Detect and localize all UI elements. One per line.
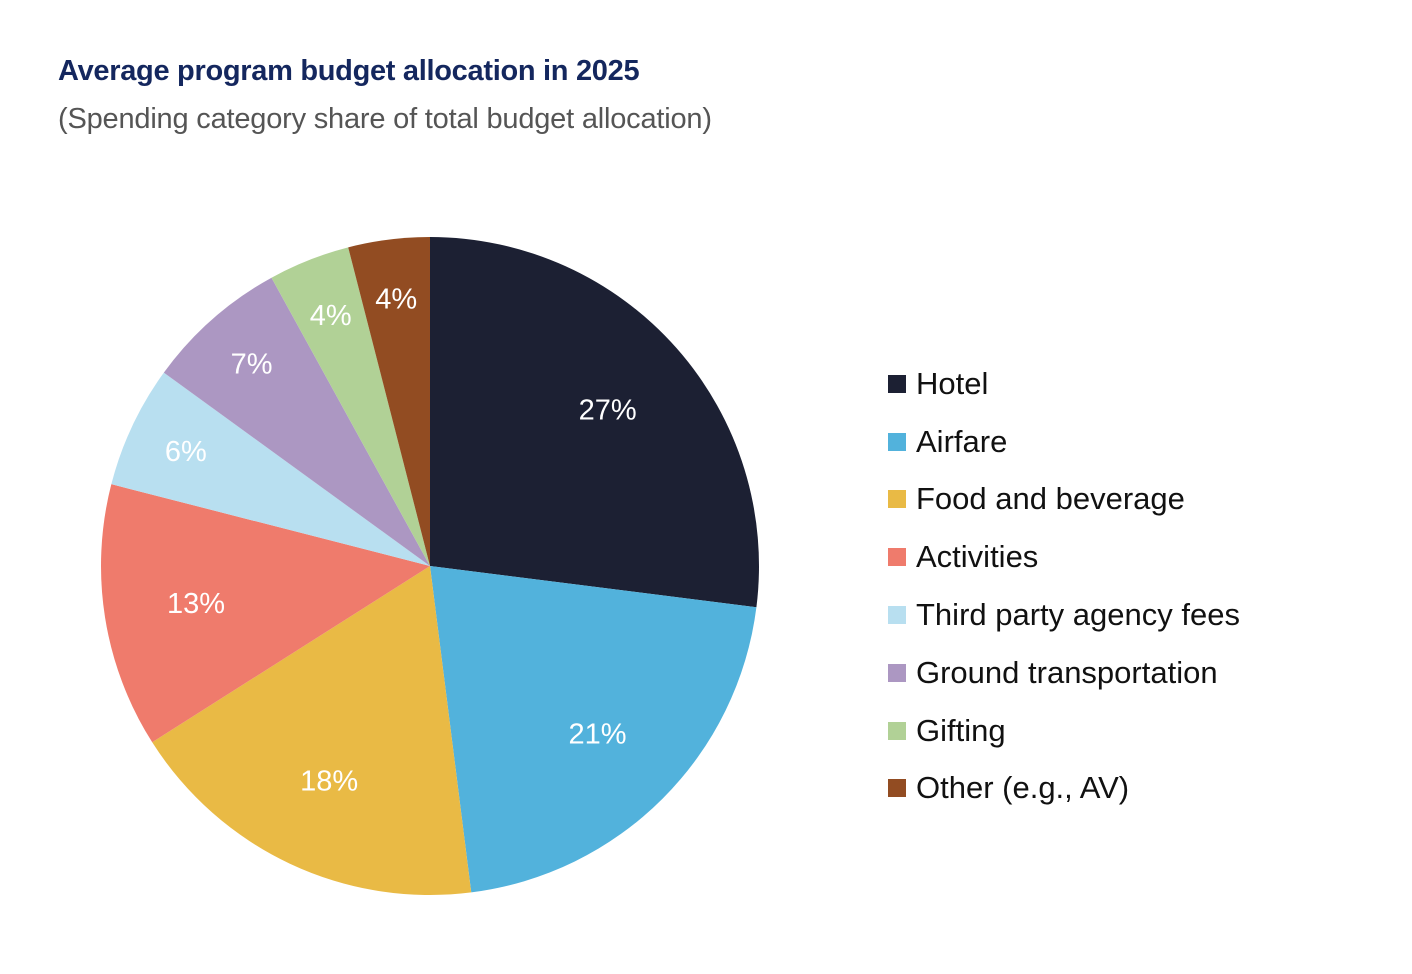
legend-item: Airfare xyxy=(888,413,1240,471)
pie-slice-other-e-g-av xyxy=(348,237,430,566)
pie-slice-hotel xyxy=(430,237,759,608)
legend-item: Other (e.g., AV) xyxy=(888,760,1240,818)
legend-label: Other (e.g., AV) xyxy=(916,770,1130,806)
legend-swatch xyxy=(888,721,906,740)
slice-data-label: 18% xyxy=(300,765,358,797)
legend-label: Third party agency fees xyxy=(916,597,1240,633)
legend-swatch xyxy=(888,374,906,393)
legend-swatch xyxy=(888,606,906,625)
legend-item: Activities xyxy=(888,528,1240,586)
slice-data-label: 13% xyxy=(167,588,225,620)
pie-slice-third-party-agency-fees xyxy=(111,372,430,566)
slice-data-label: 27% xyxy=(579,394,637,426)
legend-swatch xyxy=(888,779,906,798)
legend-swatch xyxy=(888,432,906,451)
legend-item: Ground transportation xyxy=(888,644,1240,702)
legend-label: Ground transportation xyxy=(916,654,1218,690)
slice-data-label: 4% xyxy=(375,283,417,315)
legend-item: Food and beverage xyxy=(888,471,1240,529)
legend-label: Hotel xyxy=(916,365,989,401)
chart-subtitle: (Spending category share of total budget… xyxy=(58,103,712,135)
pie-slice-activities xyxy=(101,484,431,743)
chart-title: Average program budget allocation in 202… xyxy=(58,55,640,87)
legend-item: Gifting xyxy=(888,702,1240,760)
legend-swatch xyxy=(888,548,906,567)
slice-data-label: 6% xyxy=(165,436,207,468)
legend-label: Food and beverage xyxy=(916,481,1185,517)
slice-data-label: 21% xyxy=(568,718,626,750)
pie-slice-airfare xyxy=(430,566,757,893)
legend-swatch xyxy=(888,490,906,509)
legend: Hotel Airfare Food and beverage Activities T… xyxy=(888,355,1240,817)
legend-label: Gifting xyxy=(916,712,1006,748)
pie-slice-ground-transportation xyxy=(163,277,430,566)
legend-label: Airfare xyxy=(916,423,1008,459)
legend-label: Activities xyxy=(916,539,1039,575)
slice-data-label: 4% xyxy=(310,300,352,332)
legend-item: Hotel xyxy=(888,355,1240,413)
legend-item: Third party agency fees xyxy=(888,586,1240,644)
legend-swatch xyxy=(888,663,906,682)
slice-data-label: 7% xyxy=(231,349,273,381)
pie-slice-gifting xyxy=(271,247,430,567)
pie-slice-food-and-beverage xyxy=(152,566,472,895)
